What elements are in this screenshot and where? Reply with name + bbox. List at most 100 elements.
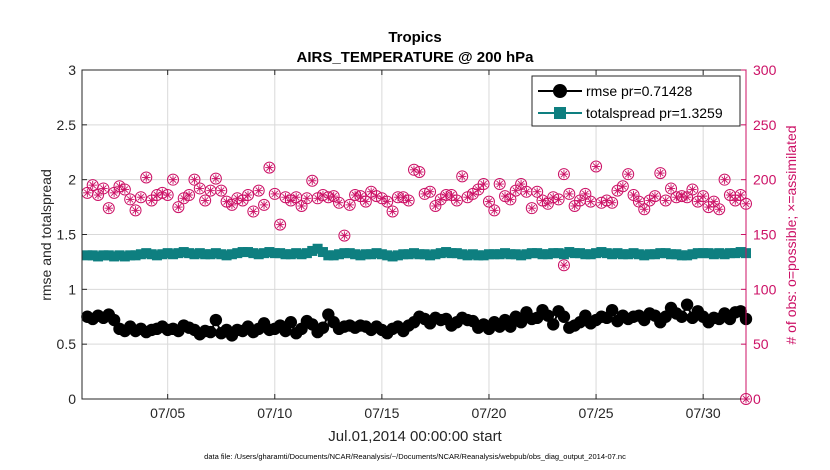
totalspread-point — [323, 250, 334, 261]
rmse-point — [557, 310, 571, 323]
obs-count-point — [343, 198, 356, 211]
obs-count-point — [520, 185, 533, 198]
legend-spread-label: totalspread pr=1.3259 — [586, 105, 723, 121]
obs-count-point — [557, 168, 570, 181]
obs-count-point — [713, 203, 726, 216]
totalspread-point — [698, 248, 709, 259]
totalspread-point — [639, 250, 650, 261]
totalspread-point — [194, 248, 205, 259]
obs-count-point — [681, 191, 694, 204]
totalspread-point — [483, 249, 494, 260]
totalspread-point — [146, 249, 157, 260]
totalspread-point — [307, 245, 318, 256]
totalspread-point — [221, 250, 232, 261]
obs-count-point — [590, 160, 603, 173]
rmse-point — [514, 316, 528, 329]
obs-count-point — [429, 199, 442, 212]
obs-count-point — [584, 195, 597, 208]
totalspread-point — [371, 248, 382, 259]
obs-count-point — [258, 198, 271, 211]
y-axis-ticks: 0 0.5 1 1.5 2 2.5 3 — [57, 62, 87, 407]
y2-tick-label: 250 — [753, 117, 777, 133]
obs-count-point — [247, 205, 260, 218]
totalspread-point — [617, 249, 628, 260]
totalspread-point — [596, 247, 607, 258]
totalspread-point — [532, 248, 543, 259]
obs-count-point — [333, 196, 346, 209]
totalspread-point — [184, 248, 195, 259]
totalspread-point — [580, 249, 591, 260]
obs-count-point — [268, 187, 281, 200]
obs-count-point — [161, 189, 174, 202]
y2-tick-label: 50 — [753, 336, 769, 352]
rmse-point — [284, 316, 298, 329]
legend: rmse pr=0.71428 totalspread pr=1.3259 — [531, 75, 741, 127]
totalspread-point — [350, 249, 361, 260]
obs-count-point — [209, 172, 222, 185]
totalspread-point — [660, 248, 671, 259]
totalspread-point — [526, 248, 537, 259]
totalspread-point — [168, 249, 179, 260]
y2-axis-ticks: 0 50 100 150 200 250 300 — [741, 62, 777, 407]
obs-count-point — [124, 193, 137, 206]
obs-count-point — [456, 170, 469, 183]
totalspread-point — [553, 248, 564, 259]
obs-count-point — [707, 195, 720, 208]
totalspread-point — [173, 248, 184, 259]
y-tick-label: 1 — [68, 281, 76, 297]
totalspread-point — [344, 248, 355, 259]
obs-count-point — [413, 165, 426, 178]
totalspread-point — [312, 243, 323, 254]
y-tick-label: 2 — [68, 172, 76, 188]
y2-tick-label: 100 — [753, 281, 777, 297]
totalspread-point — [649, 249, 660, 260]
y2-tick-label: 300 — [753, 62, 777, 78]
totalspread-point — [264, 247, 275, 258]
totalspread-point — [633, 249, 644, 260]
y2-tick-label: 150 — [753, 227, 777, 243]
obs-count-point — [252, 184, 265, 197]
totalspread-point — [141, 248, 152, 259]
totalspread-point — [200, 249, 211, 260]
x-axis-ticks: 07/05 07/10 07/15 07/20 07/25 07/30 — [150, 70, 721, 421]
x-tick-label: 07/05 — [150, 405, 185, 421]
totalspread-point — [446, 248, 457, 259]
totalspread-point — [585, 249, 596, 260]
totalspread-point — [403, 249, 414, 260]
chart-title: Tropics — [388, 29, 441, 46]
totalspread-point — [719, 249, 730, 260]
y-tick-label: 0.5 — [57, 336, 77, 352]
totalspread-point — [366, 249, 377, 260]
obs-count-point — [616, 180, 629, 193]
totalspread-point — [87, 250, 98, 261]
obs-count-point — [242, 189, 254, 202]
totalspread-point — [248, 248, 259, 259]
x-axis-label: Jul.01,2014 00:00:00 start — [328, 428, 502, 445]
obs-count-point — [81, 186, 94, 199]
rmse-point — [209, 313, 223, 327]
totalspread-point — [708, 249, 719, 260]
totalspread-point — [558, 249, 569, 260]
obs-count-point — [129, 204, 142, 217]
totalspread-point — [644, 249, 655, 260]
obs-count-point — [263, 161, 276, 174]
obs-count-point — [718, 173, 731, 186]
totalspread-point — [82, 250, 93, 261]
totalspread-point — [494, 249, 505, 260]
totalspread-point — [119, 251, 130, 262]
totalspread-point — [232, 248, 243, 259]
totalspread-point — [334, 249, 345, 260]
obs-count-point — [525, 202, 538, 215]
rmse-point — [504, 320, 517, 333]
totalspread-point — [419, 249, 430, 260]
totalspread-point — [130, 250, 141, 261]
totalspread-point — [500, 248, 511, 259]
totalspread-point — [612, 248, 623, 259]
totalspread-point — [564, 247, 575, 258]
totalspread-point — [441, 247, 452, 258]
y-tick-label: 1.5 — [57, 227, 77, 243]
obs-count-point — [493, 178, 506, 191]
obs-count-point — [541, 197, 554, 210]
totalspread-point — [542, 249, 553, 260]
totalspread-point — [93, 251, 104, 262]
